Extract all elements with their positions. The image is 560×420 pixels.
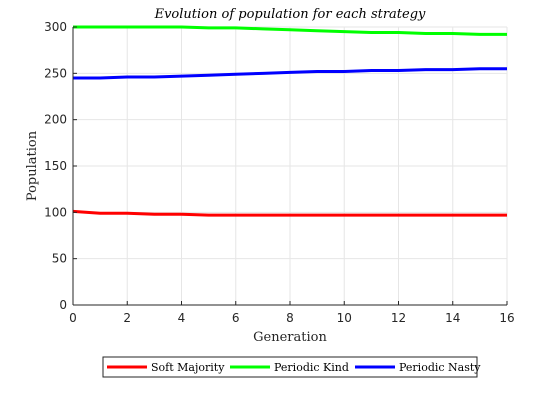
series-line-periodic-kind — [73, 25, 507, 36]
x-axis-title: Generation — [253, 330, 327, 345]
legend-box — [102, 356, 478, 378]
y-tick-label: 150 — [44, 159, 67, 173]
y-tick-label: 50 — [52, 252, 67, 266]
series-line-periodic-nasty — [73, 67, 507, 80]
legend-label-periodic-kind: Periodic Kind — [274, 361, 349, 374]
x-tick-label: 10 — [337, 311, 352, 325]
y-tick-label: 0 — [59, 298, 67, 312]
x-tick-label: 6 — [232, 311, 240, 325]
x-tick-label: 12 — [391, 311, 406, 325]
legend-label-soft-majority: Soft Majority — [151, 361, 225, 374]
y-tick-label: 250 — [44, 66, 67, 80]
y-tick-label: 300 — [44, 20, 67, 34]
legend: Soft Majority Periodic Kind Periodic Nasty — [102, 356, 481, 378]
x-tick-label: 4 — [178, 311, 186, 325]
y-axis-title: Population — [25, 130, 40, 201]
x-tick-label: 8 — [286, 311, 294, 325]
x-tick-label: 0 — [69, 311, 77, 325]
x-tick-label: 14 — [445, 311, 460, 325]
legend-label-periodic-nasty: Periodic Nasty — [399, 361, 481, 374]
chart-title: Evolution of population for each strateg… — [154, 7, 426, 22]
x-tick-label: 2 — [123, 311, 131, 325]
x-tick-label: 16 — [499, 311, 514, 325]
series-line-soft-majority — [72, 209, 507, 217]
y-tick-label: 100 — [44, 205, 67, 219]
y-tick-label: 200 — [44, 113, 67, 127]
